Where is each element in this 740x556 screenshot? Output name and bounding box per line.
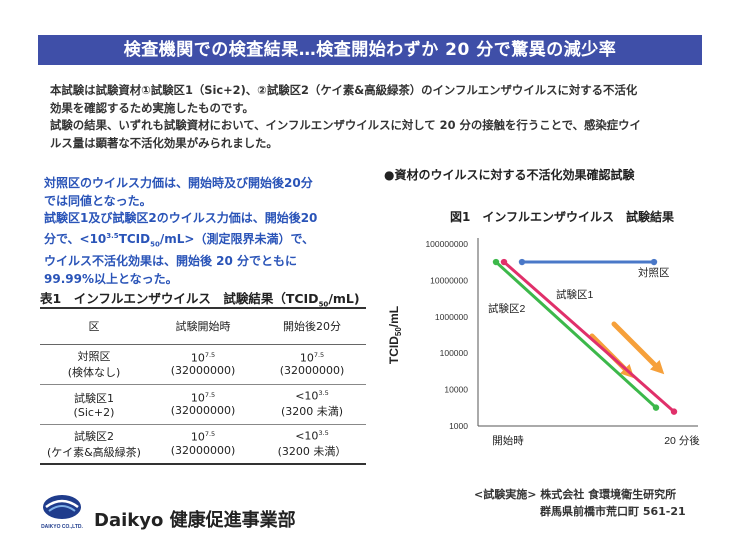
data-point	[650, 258, 658, 266]
y-tick-label: 100000000	[425, 239, 468, 249]
end-value-cell: <103.5 (3200 未満）	[277, 428, 347, 458]
intro-line: ルス量は顕著な不活化効果がみられました。	[50, 135, 278, 150]
series-label: 試験区2	[488, 302, 525, 315]
row-label-cell: 対照区 (検体なし)	[67, 350, 121, 379]
y-axis-title: TCID50/mL	[387, 306, 403, 364]
daikyo-logo-icon: DAIKYO CO.,LTD.	[41, 495, 84, 530]
y-tick-label: 1000	[449, 421, 468, 431]
slide-banner-title: 検査機関での検査結果…検査開始わずか 20 分で驚異の減少率	[38, 35, 702, 65]
table-row: 試験区2 (ケイ素&高級緑茶) 107.5 (32000000) <103.5 (32…	[40, 424, 366, 464]
line-chart: TCID50/mL 100000000 10000000 1000000 100000 1…	[387, 238, 700, 447]
summary-line: では同値となった。	[44, 193, 152, 208]
y-tick-label: 100000	[440, 348, 469, 358]
data-point	[652, 404, 660, 411]
intro-text: 本試験は試験資材①試験区1（Sic+2)、②試験区2（ケイ素&高級緑茶）のインフ…	[50, 82, 700, 152]
results-summary: 対照区のウイルス力価は、開始時及び開始後20分 では同値となった。 試験区1及び…	[44, 175, 344, 288]
summary-line: 分で、<103.5TCID50/mL>（測定限界未満）で、	[44, 231, 314, 248]
column-header: 区	[88, 320, 100, 334]
table-title: 表1 インフルエンザウイルス 試験結果（TCID50/mL)	[40, 291, 360, 309]
table-row: 試験区1 (Sic+2) 107.5 (32000000) <103.5 (3200 …	[40, 384, 366, 424]
test-credit: <試験実施> 株式会社 食環境衛生研究所 群馬県前橋市荒口町 561-21	[474, 486, 686, 520]
decreasing-trend-arrow-icon	[611, 321, 663, 373]
series-line	[503, 260, 675, 413]
results-table: 区 試験開始時 開始後20分 対照区 (検体なし) 107.5 (32000000)…	[40, 307, 366, 465]
y-tick-label: 1000000	[435, 312, 468, 322]
column-header: 開始後20分	[283, 320, 341, 334]
x-tick-label: 開始時	[492, 434, 524, 447]
chart-caption: ●資材のウイルスに対する不活化効果確認試験	[384, 168, 635, 182]
start-value-cell: 107.5 (32000000)	[170, 390, 236, 418]
column-header: 試験開始時	[175, 320, 231, 334]
credit-address: 群馬県前橋市荒口町 561-21	[540, 505, 686, 518]
intro-line: 試験の結果、いずれも試験資材において、インフルエンザウイルスに対して 20 分の…	[50, 118, 641, 132]
summary-line: 試験区1及び試験区2のウイルス力価は、開始後20	[44, 211, 318, 225]
summary-line: ウイルス不活化効果は、開始後 20 分でともに	[44, 254, 298, 269]
data-point	[492, 258, 500, 266]
end-value-cell: 107.5 (32000000)	[279, 350, 345, 378]
x-tick-label: 20 分後	[664, 434, 700, 447]
table-header-row: 区 試験開始時 開始後20分	[40, 308, 366, 344]
series-label: 対照区	[638, 266, 670, 279]
row-label-cell: 試験区1 (Sic+2)	[73, 391, 115, 419]
chart-title: 図1 インフルエンザウイルス 試験結果	[450, 210, 674, 224]
row-label-cell: 試験区2 (ケイ素&高級緑茶)	[47, 429, 141, 459]
start-value-cell: 107.5 (32000000)	[170, 430, 236, 458]
summary-line: 対照区のウイルス力価は、開始時及び開始後20分	[44, 176, 313, 190]
end-value-cell: <103.5 (3200 未満)	[280, 389, 344, 418]
data-point	[670, 408, 678, 415]
credit-line: <試験実施> 株式会社 食環境衛生研究所	[474, 488, 677, 501]
logo-text: DAIKYO CO.,LTD.	[41, 524, 83, 530]
series-line	[494, 260, 658, 409]
arrow-head-icon	[650, 360, 665, 375]
start-value-cell: 107.5 (32000000)	[170, 350, 236, 378]
y-tick-label: 10000000	[430, 275, 468, 285]
summary-line: 99.99%以上となった。	[44, 271, 178, 286]
company-name: Daikyo 健康促進事業部	[94, 510, 296, 531]
data-point	[500, 258, 508, 266]
intro-line: 本試験は試験資材①試験区1（Sic+2)、②試験区2（ケイ素&高級緑茶）のインフ…	[50, 83, 638, 97]
table-row: 対照区 (検体なし) 107.5 (32000000) 107.5 (32000000…	[40, 344, 366, 384]
intro-line: 効果を確認するため実施したものです。	[50, 100, 254, 115]
data-point	[518, 258, 526, 266]
y-tick-label: 10000	[444, 385, 468, 395]
series-label: 試験区1	[556, 288, 593, 301]
